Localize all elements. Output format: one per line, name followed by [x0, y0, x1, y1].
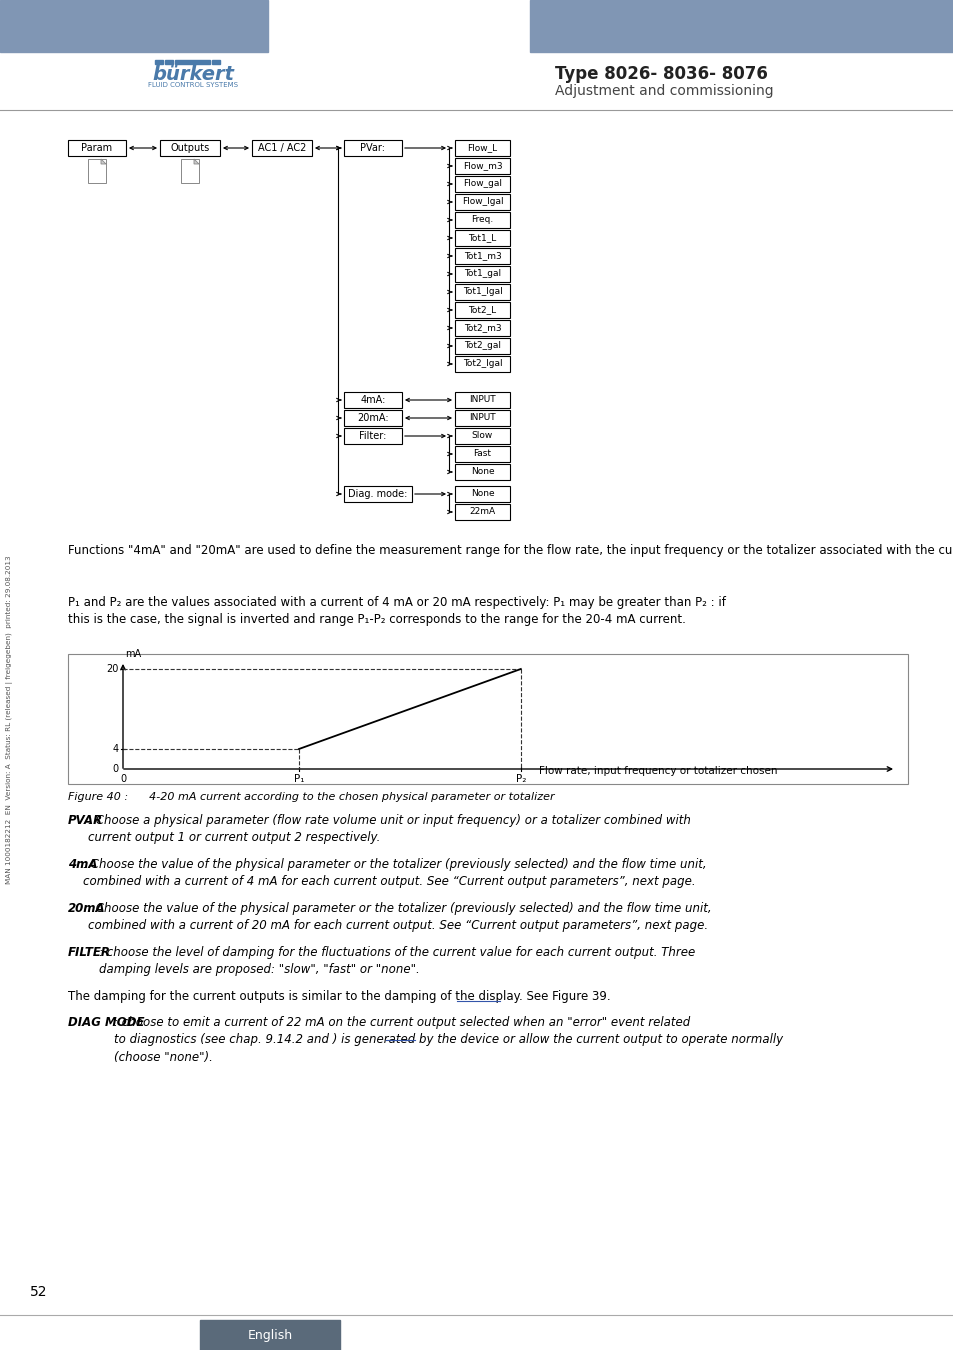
Text: P₁ and P₂ are the values associated with a current of 4 mA or 20 mA respectively: P₁ and P₂ are the values associated with… — [68, 595, 725, 626]
Text: FLUID CONTROL SYSTEMS: FLUID CONTROL SYSTEMS — [148, 82, 237, 88]
Text: 22mA: 22mA — [469, 508, 495, 517]
Text: Fast: Fast — [473, 450, 491, 459]
Text: bürkert: bürkert — [152, 65, 233, 84]
Bar — [455, 486, 510, 502]
Text: Flow_lgal: Flow_lgal — [461, 197, 503, 207]
Bar — [455, 140, 510, 157]
Text: Tot2_m3: Tot2_m3 — [463, 324, 500, 332]
Text: Tot1_m3: Tot1_m3 — [463, 251, 501, 261]
Bar — [455, 464, 510, 481]
Text: None: None — [470, 467, 494, 477]
Text: Tot1_gal: Tot1_gal — [463, 270, 500, 278]
Text: 52: 52 — [30, 1285, 48, 1299]
Text: P₁: P₁ — [294, 774, 304, 784]
Text: Flow_L: Flow_L — [467, 143, 497, 153]
Bar — [455, 158, 510, 174]
Text: 20: 20 — [107, 664, 119, 674]
Text: Freq.: Freq. — [471, 216, 493, 224]
Text: 4: 4 — [112, 744, 119, 755]
Bar — [88, 159, 106, 184]
Text: Filter:: Filter: — [359, 431, 386, 441]
Text: Param: Param — [81, 143, 112, 153]
Bar — [252, 140, 312, 157]
Bar — [212, 59, 220, 63]
Text: Tot1_L: Tot1_L — [468, 234, 497, 243]
Bar — [344, 392, 401, 408]
Text: Tot2_lgal: Tot2_lgal — [462, 359, 502, 369]
Text: INPUT: INPUT — [469, 396, 496, 405]
Text: DIAG MODE: DIAG MODE — [68, 1017, 144, 1029]
Text: mA: mA — [125, 649, 141, 659]
Text: 0: 0 — [112, 764, 119, 774]
Bar — [68, 140, 126, 157]
Text: Type 8026- 8036- 8076: Type 8026- 8036- 8076 — [555, 65, 767, 82]
Text: FILTER: FILTER — [68, 946, 111, 958]
Text: Tot2_gal: Tot2_gal — [463, 342, 500, 351]
Bar — [455, 212, 510, 228]
Text: Flow rate, input frequency or totalizer chosen: Flow rate, input frequency or totalizer … — [538, 765, 777, 776]
Text: : Choose a physical parameter (flow rate volume unit or input frequency) or a to: : Choose a physical parameter (flow rate… — [89, 814, 691, 845]
Text: 20mA:: 20mA: — [356, 413, 389, 423]
Text: English: English — [247, 1328, 293, 1342]
Text: MAN 1000182212  EN  Version: A  Status: RL (released | freigegeben)  printed: 29: MAN 1000182212 EN Version: A Status: RL … — [7, 556, 13, 884]
Bar — [344, 428, 401, 444]
Text: : choose the level of damping for the fluctuations of the current value for each: : choose the level of damping for the fl… — [98, 946, 694, 976]
Bar — [455, 248, 510, 265]
Bar — [455, 284, 510, 300]
Text: PVar:: PVar: — [360, 143, 385, 153]
Text: The damping for the current outputs is similar to the damping of the display. Se: The damping for the current outputs is s… — [68, 990, 610, 1003]
Text: P₂: P₂ — [515, 774, 525, 784]
Bar — [165, 59, 172, 63]
Text: : Choose the value of the physical parameter or the totalizer (previously select: : Choose the value of the physical param… — [89, 902, 711, 933]
Bar — [455, 230, 510, 246]
Text: Flow_m3: Flow_m3 — [462, 162, 502, 170]
Bar — [68, 653, 907, 784]
Bar — [530, 0, 953, 53]
Bar — [344, 140, 401, 157]
Bar — [455, 302, 510, 319]
Text: PVAR: PVAR — [68, 814, 103, 828]
Bar — [455, 320, 510, 336]
Text: : Choose the value of the physical parameter or the totalizer (previously select: : Choose the value of the physical param… — [83, 859, 706, 888]
Bar — [455, 266, 510, 282]
Text: INPUT: INPUT — [469, 413, 496, 423]
Text: 4mA:: 4mA: — [360, 396, 385, 405]
Bar — [174, 59, 210, 63]
Bar — [200, 1320, 339, 1350]
Text: 0: 0 — [120, 774, 126, 784]
Text: Figure 40 :      4-20 mA current according to the chosen physical parameter or t: Figure 40 : 4-20 mA current according to… — [68, 792, 554, 802]
Bar — [455, 338, 510, 354]
Bar — [455, 504, 510, 520]
Bar — [154, 59, 163, 63]
Text: Flow_gal: Flow_gal — [462, 180, 501, 189]
Bar — [160, 140, 220, 157]
Text: : choose to emit a current of 22 mA on the current output selected when an "erro: : choose to emit a current of 22 mA on t… — [113, 1017, 782, 1064]
Polygon shape — [101, 159, 106, 163]
Bar — [0, 0, 268, 53]
Bar — [455, 392, 510, 408]
Bar — [344, 486, 412, 502]
Text: Functions "4mA" and "20mA" are used to define the measurement range for the flow: Functions "4mA" and "20mA" are used to d… — [68, 544, 953, 558]
Bar — [455, 176, 510, 192]
Bar — [455, 428, 510, 444]
Bar — [455, 446, 510, 462]
Text: Outputs: Outputs — [171, 143, 210, 153]
Bar — [455, 356, 510, 373]
Text: AC1 / AC2: AC1 / AC2 — [257, 143, 306, 153]
Bar — [455, 410, 510, 427]
Text: Slow: Slow — [472, 432, 493, 440]
Polygon shape — [193, 159, 199, 163]
Text: Diag. mode:: Diag. mode: — [348, 489, 407, 500]
Text: Tot2_L: Tot2_L — [468, 305, 497, 315]
Text: Tot1_lgal: Tot1_lgal — [462, 288, 502, 297]
Text: None: None — [470, 490, 494, 498]
Bar — [455, 194, 510, 211]
Text: 20mA: 20mA — [68, 902, 106, 915]
Bar — [344, 410, 401, 427]
Text: Adjustment and commissioning: Adjustment and commissioning — [555, 84, 773, 99]
Text: 4mA: 4mA — [68, 859, 97, 871]
Bar — [181, 159, 199, 184]
